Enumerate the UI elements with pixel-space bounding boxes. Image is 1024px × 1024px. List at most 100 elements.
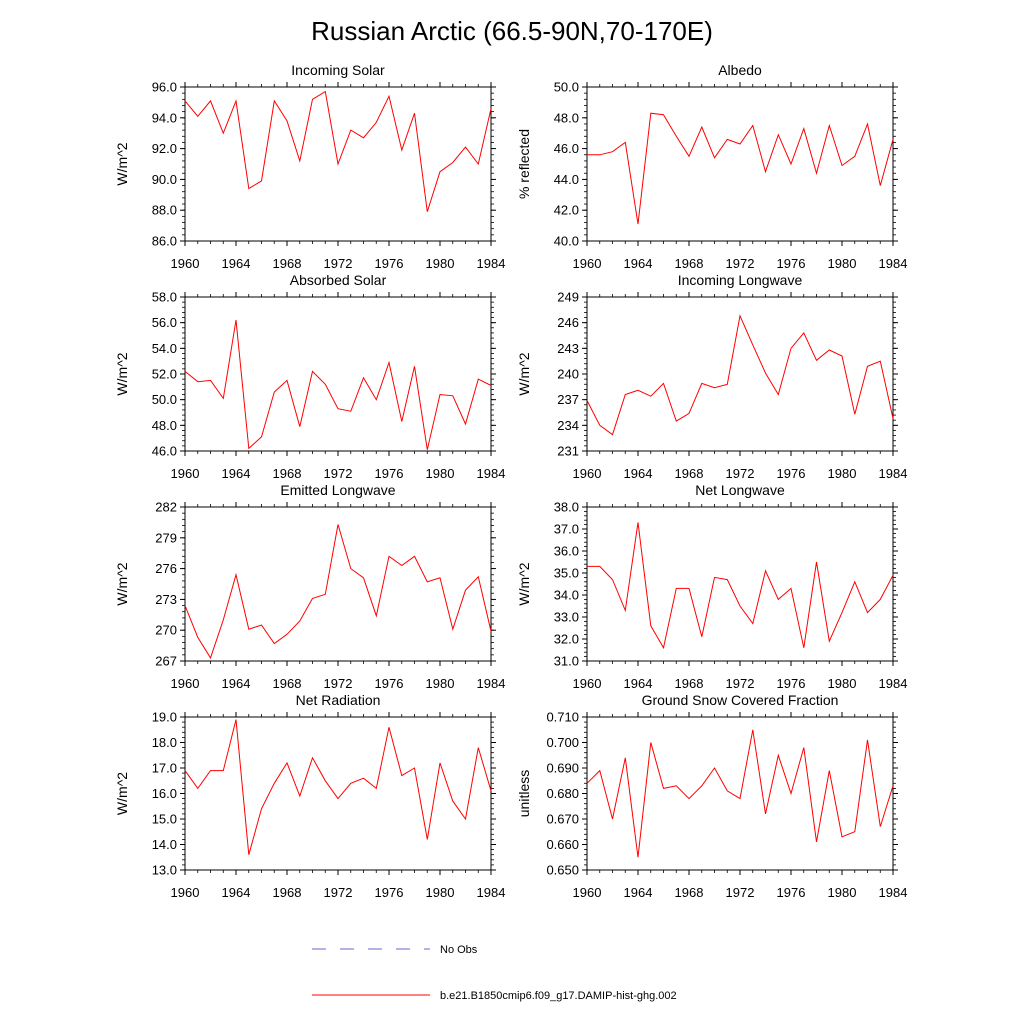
y-tick-label: 0.710: [546, 710, 579, 725]
y-tick-label: 240: [557, 367, 579, 382]
y-tick-label: 234: [557, 418, 579, 433]
x-tick-label: 1968: [675, 466, 704, 481]
plot-frame: [586, 506, 894, 662]
y-axis-label: % reflected: [516, 129, 532, 199]
y-tick-label: 279: [155, 530, 177, 545]
x-tick-label: 1964: [624, 885, 653, 900]
x-tick-label: 1976: [375, 676, 404, 691]
y-axis-label: W/m^2: [114, 772, 130, 815]
y-tick-label: 48.0: [554, 110, 579, 125]
y-tick-label: 246: [557, 315, 579, 330]
x-tick-label: 1976: [375, 256, 404, 271]
plot-frame: [184, 506, 492, 662]
x-tick-label: 1984: [477, 256, 506, 271]
y-axis-label: W/m^2: [114, 142, 130, 185]
panel-7: Net Radiation W/m^2 13.0 14.0 15.0 16.0 17.0 18…: [114, 692, 505, 900]
y-axis-label: W/m^2: [114, 562, 130, 605]
y-tick-label: 88.0: [152, 203, 177, 218]
series-line: [184, 90, 492, 212]
x-tick-label: 1984: [879, 885, 908, 900]
panel-5: Emitted Longwave W/m^2 267 270 273 276 279 282 1…: [114, 482, 505, 691]
x-tick-label: 1968: [273, 676, 302, 691]
x-tick-label: 1964: [624, 256, 653, 271]
x-tick-label: 1984: [879, 676, 908, 691]
x-tick-label: 1984: [477, 885, 506, 900]
y-tick-label: 50.0: [554, 80, 579, 95]
legend-label-no-obs: No Obs: [440, 944, 478, 956]
y-tick-label: 44.0: [554, 172, 579, 187]
x-tick-label: 1976: [375, 466, 404, 481]
x-tick-label: 1960: [171, 676, 200, 691]
series-line: [184, 719, 492, 855]
legend-label-model: b.e21.B1850cmip6.f09_g17.DAMIP-hist-ghg.…: [440, 990, 677, 1002]
y-tick-label: 17.0: [152, 761, 177, 776]
x-tick-label: 1964: [222, 676, 251, 691]
x-tick-label: 1960: [171, 256, 200, 271]
x-tick-label: 1960: [171, 466, 200, 481]
x-tick-label: 1976: [777, 885, 806, 900]
y-tick-label: 237: [557, 392, 579, 407]
panel-4: Incoming Longwave W/m^2 231 234 237 240 243 246…: [516, 272, 907, 481]
y-tick-label: 267: [155, 654, 177, 669]
x-tick-label: 1976: [777, 256, 806, 271]
y-tick-label: 34.0: [554, 588, 579, 603]
x-tick-label: 1968: [273, 256, 302, 271]
y-tick-label: 14.0: [152, 837, 177, 852]
y-tick-label: 86.0: [152, 234, 177, 249]
y-tick-label: 15.0: [152, 812, 177, 827]
y-tick-label: 58.0: [152, 290, 177, 305]
panel-title: Incoming Longwave: [678, 272, 803, 288]
x-tick-label: 1964: [624, 466, 653, 481]
y-tick-label: 282: [155, 500, 177, 515]
y-tick-label: 0.650: [546, 863, 579, 878]
panel-2: Albedo % reflected 40.0 42.0 44.0 46.0 48.0 50.…: [516, 62, 907, 271]
y-tick-label: 50.0: [152, 392, 177, 407]
y-tick-label: 48.0: [152, 418, 177, 433]
series-line: [184, 320, 492, 450]
plot-frame: [184, 296, 492, 452]
x-tick-label: 1968: [675, 885, 704, 900]
x-tick-label: 1984: [879, 256, 908, 271]
panel-8: Ground Snow Covered Fraction unitless 0.65…: [516, 692, 907, 900]
panel-title: Absorbed Solar: [290, 272, 387, 288]
y-tick-label: 94.0: [152, 110, 177, 125]
x-tick-label: 1980: [426, 676, 455, 691]
x-tick-label: 1976: [777, 466, 806, 481]
series-line: [586, 314, 894, 436]
y-axis-label: W/m^2: [516, 562, 532, 605]
y-tick-label: 273: [155, 592, 177, 607]
x-tick-label: 1964: [222, 256, 251, 271]
x-tick-label: 1972: [726, 885, 755, 900]
y-tick-label: 96.0: [152, 80, 177, 95]
x-tick-label: 1972: [726, 256, 755, 271]
y-axis-label: W/m^2: [114, 352, 130, 395]
x-tick-label: 1980: [828, 885, 857, 900]
y-tick-label: 249: [557, 290, 579, 305]
y-tick-label: 13.0: [152, 863, 177, 878]
panel-title: Ground Snow Covered Fraction: [642, 692, 839, 708]
panel-1: Incoming Solar W/m^2 86.0 88.0 90.0 92.0 94.0 9…: [114, 62, 505, 271]
figure-title: Russian Arctic (66.5-90N,70-170E): [311, 16, 713, 46]
x-tick-label: 1972: [324, 676, 353, 691]
x-tick-label: 1964: [624, 676, 653, 691]
x-tick-label: 1984: [477, 466, 506, 481]
panel-3: Absorbed Solar W/m^2 46.0 48.0 50.0 52.0 54.0 5…: [114, 272, 505, 481]
panel-title: Net Longwave: [695, 482, 785, 498]
x-tick-label: 1976: [777, 676, 806, 691]
panel-title: Incoming Solar: [291, 62, 385, 78]
y-tick-label: 32.0: [554, 632, 579, 647]
y-tick-label: 42.0: [554, 203, 579, 218]
x-tick-label: 1960: [573, 466, 602, 481]
x-tick-label: 1968: [675, 256, 704, 271]
x-tick-label: 1972: [726, 466, 755, 481]
y-tick-label: 46.0: [554, 141, 579, 156]
y-tick-label: 52.0: [152, 367, 177, 382]
y-tick-label: 38.0: [554, 500, 579, 515]
y-tick-label: 270: [155, 623, 177, 638]
panel-title: Net Radiation: [296, 692, 381, 708]
plot-frame: [586, 296, 894, 452]
x-tick-label: 1976: [375, 885, 404, 900]
x-tick-label: 1980: [828, 466, 857, 481]
x-tick-label: 1984: [477, 676, 506, 691]
x-tick-label: 1972: [324, 256, 353, 271]
